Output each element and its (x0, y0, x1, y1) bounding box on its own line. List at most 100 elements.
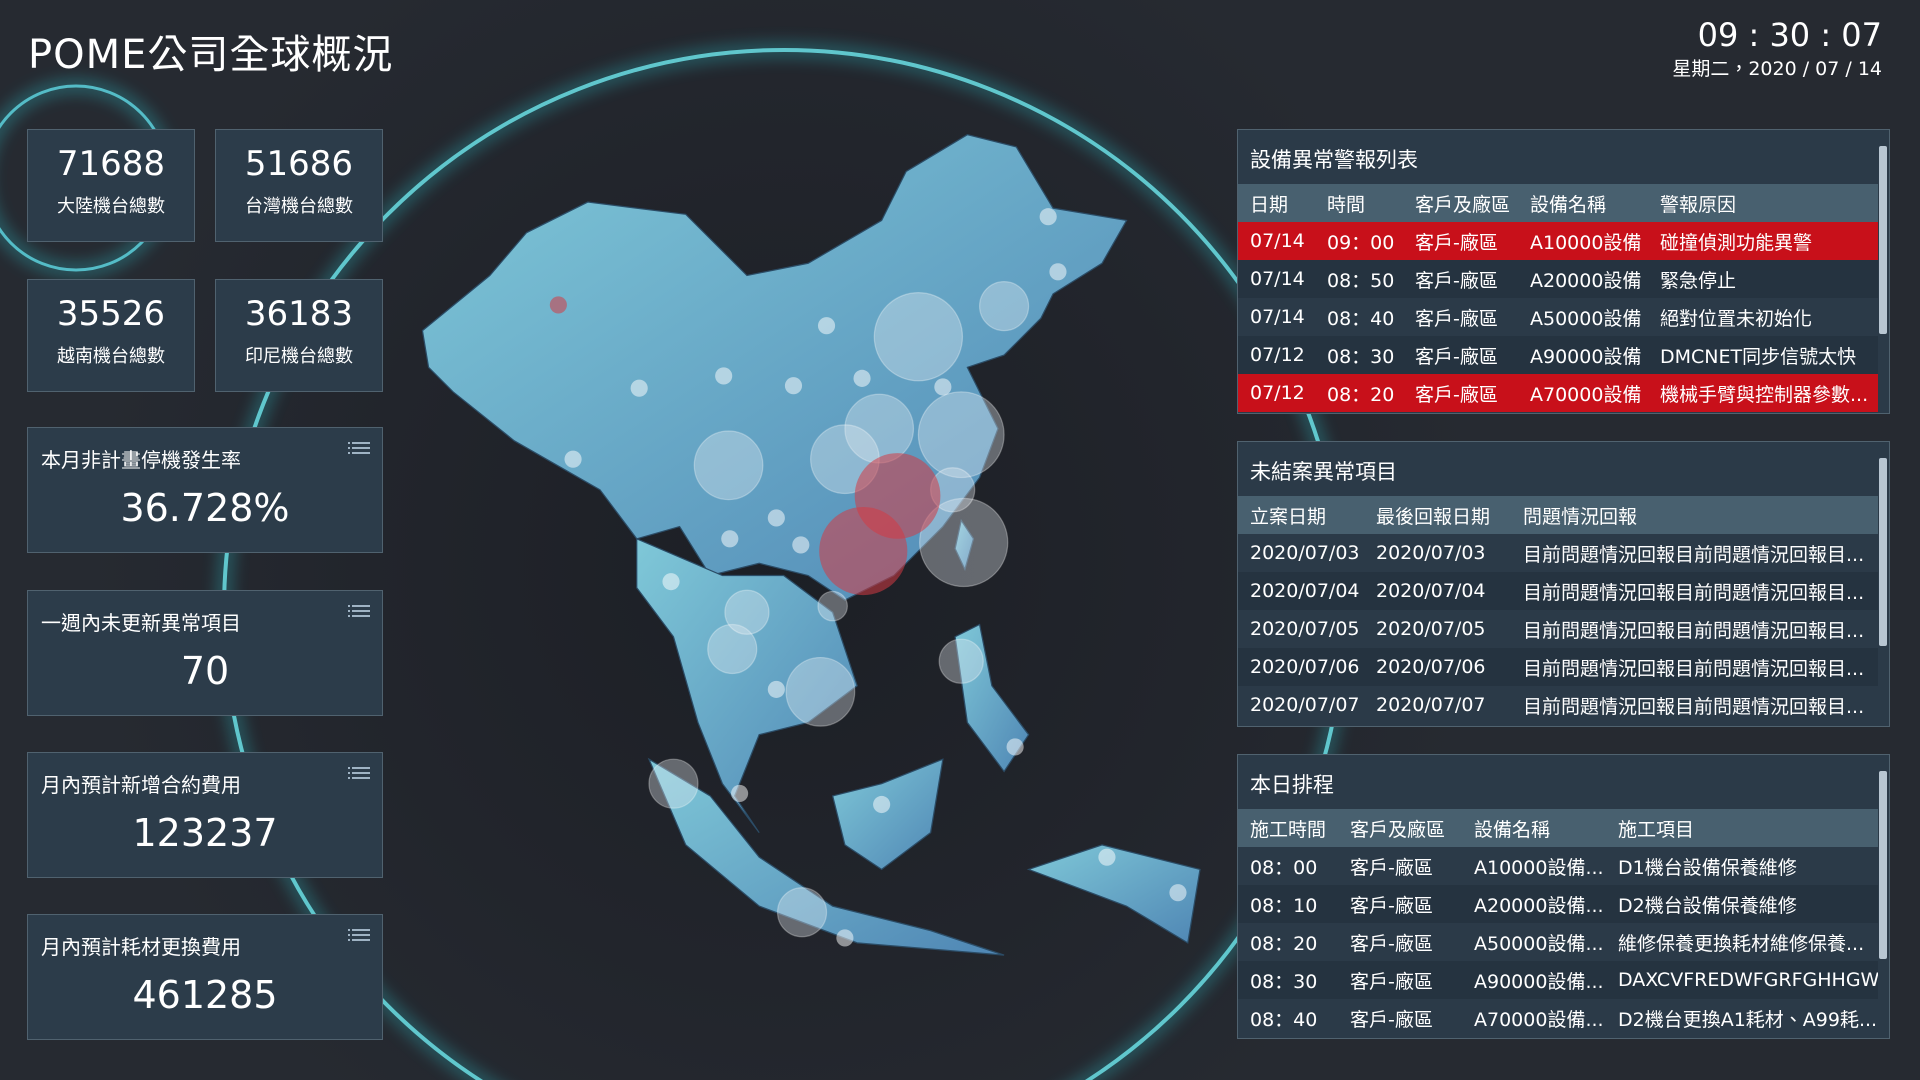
table-cell: 2020/07/06 (1238, 648, 1364, 686)
table-cell: 客戶-廠區 (1338, 961, 1462, 999)
column-header: 最後回報日期 (1364, 496, 1511, 534)
kpi-label: 月內預計新增合約費用 (41, 773, 241, 797)
table-row: 07/14 09：00 客戶-廠區 A10000設備 碰撞偵測功能異警 (1238, 222, 1878, 260)
table-cell: 碰撞偵測功能異警 (1660, 231, 1813, 254)
table-cell: 目前問題情況回報目前問題情況回報目... (1511, 572, 1878, 610)
table-cell: 目前問題情況回報目前問題情況回報目... (1523, 619, 1865, 642)
table-row: 2020/07/04 2020/07/04 目前問題情況回報目前問題情況回報目... (1238, 572, 1878, 610)
kpi-card: 月內預計耗材更換費用 461285 (27, 914, 383, 1040)
menu-line (352, 772, 370, 774)
panel-title: 設備異常警報列表 (1250, 148, 1418, 172)
table-cell: A20000設備 (1518, 260, 1648, 298)
table-cell: 客戶-廠區 (1403, 260, 1518, 298)
table-cell: 2020/07/07 (1376, 694, 1486, 716)
table-cell: 08：20 (1327, 383, 1395, 406)
menu-icon[interactable] (348, 767, 370, 781)
open-issues-panel: 未結案異常項目 立案日期 最後回報日期 問題情況回報 2020/07/03 2020/0… (1237, 441, 1890, 727)
menu-line (352, 939, 370, 941)
table-cell: 客戶-廠區 (1350, 932, 1433, 955)
menu-line (352, 934, 370, 936)
menu-line (352, 767, 370, 769)
table-cell: 2020/07/05 (1376, 618, 1486, 640)
menu-line (352, 615, 370, 617)
alarm-table: 日期 時間 客戶及廠區 設備名稱 警報原因 07/14 09：00 客戶-廠區 A10000設備… (1238, 184, 1878, 412)
menu-icon[interactable] (348, 929, 370, 943)
column-header: 施工時間 (1238, 809, 1338, 847)
table-cell: A70000設備... (1474, 1008, 1604, 1031)
table-row: 08：20 客戶-廠區 A50000設備... 維修保養更換耗材維修保養... (1238, 923, 1878, 961)
table-cell: A20000設備... (1462, 885, 1606, 923)
table-cell: A50000設備 (1530, 307, 1642, 330)
column-header: 立案日期 (1238, 496, 1364, 534)
table-row: 08：00 客戶-廠區 A10000設備... D1機台設備保養維修 (1238, 847, 1878, 885)
scrollbar[interactable] (1879, 771, 1887, 959)
table-row: 07/12 08：20 客戶-廠區 A70000設備 機械手臂與控制器參數... (1238, 374, 1878, 412)
table-row: 2020/07/03 2020/07/03 目前問題情況回報目前問題情況回報目... (1238, 534, 1878, 572)
kpi-value: 36.728% (120, 486, 290, 530)
table-cell: A50000設備... (1474, 932, 1604, 955)
menu-line (352, 610, 370, 612)
table-cell: 2020/07/03 (1376, 542, 1486, 564)
table-cell: 2020/07/07 (1250, 694, 1360, 716)
menu-line (352, 442, 370, 444)
table-cell: 08：20 (1250, 932, 1318, 955)
menu-icon[interactable] (348, 442, 370, 456)
table-cell: 07/14 (1250, 306, 1305, 328)
table-cell: A70000設備 (1530, 383, 1642, 406)
table-cell: 07/14 (1250, 230, 1305, 252)
table-cell: D2機台更換A1耗材、A99耗... (1618, 1008, 1878, 1031)
scrollbar[interactable] (1879, 146, 1887, 334)
table-cell: 2020/07/05 (1250, 618, 1360, 640)
stat-value: 51686 (244, 144, 354, 184)
table-cell: 客戶-廠區 (1403, 336, 1518, 374)
column-header: 設備名稱 (1462, 809, 1606, 847)
table-cell: 目前問題情況回報目前問題情況回報目... (1523, 543, 1865, 566)
table-cell: 維修保養更換耗材維修保養... (1618, 932, 1865, 955)
kpi-label: 本月非計畫停機發生率 (41, 448, 241, 472)
scrollbar[interactable] (1879, 458, 1887, 646)
kpi-value: 70 (180, 649, 230, 693)
menu-line (352, 777, 370, 779)
table-cell: 08：00 (1250, 856, 1318, 879)
table-cell: A10000設備... (1474, 856, 1604, 879)
table-row: 08：10 客戶-廠區 A20000設備... D2機台設備保養維修 (1238, 885, 1878, 923)
header-row: 立案日期 最後回報日期 問題情況回報 (1238, 496, 1878, 534)
schedule-table: 施工時間 客戶及廠區 設備名稱 施工項目 08：00 客戶-廠區 A10000設備... D1… (1238, 809, 1878, 1037)
table-cell: A90000設備... (1462, 961, 1606, 999)
kpi-card: 月內預計新增合約費用 123237 (27, 752, 383, 878)
table-cell: 目前問題情況回報目前問題情況回報目... (1511, 648, 1878, 686)
panel-title: 本日排程 (1250, 773, 1334, 797)
kpi-card: 本月非計畫停機發生率 36.728% (27, 427, 383, 553)
column-header: 客戶及廠區 (1403, 184, 1518, 222)
stat-card: 35526 越南機台總數 (27, 279, 195, 392)
table-cell: 2020/07/03 (1250, 542, 1360, 564)
table-cell: 2020/07/06 (1364, 648, 1511, 686)
menu-line (352, 447, 370, 449)
page-title: POME公司全球概況 (28, 32, 394, 78)
table-cell: 08：40 (1250, 1008, 1318, 1031)
table-cell: 08：30 (1315, 336, 1403, 374)
table-cell: 2020/07/04 (1238, 572, 1364, 610)
alarm-panel: 設備異常警報列表 日期 時間 客戶及廠區 設備名稱 警報原因 07/14 09：00 客戶-廠… (1237, 129, 1890, 414)
table-cell: 客戶-廠區 (1350, 856, 1433, 879)
stat-card: 71688 大陸機台總數 (27, 129, 195, 242)
menu-line (352, 929, 370, 931)
kpi-label: 月內預計耗材更換費用 (41, 935, 241, 959)
table-cell: 07/14 (1238, 260, 1315, 298)
table-cell: 08：50 (1315, 260, 1403, 298)
header-row: 日期 時間 客戶及廠區 設備名稱 警報原因 (1238, 184, 1878, 222)
table-row: 2020/07/06 2020/07/06 目前問題情況回報目前問題情況回報目... (1238, 648, 1878, 686)
table-cell: 08：30 (1238, 961, 1338, 999)
table-row: 08：30 客戶-廠區 A90000設備... DAXCVFREDWFGRFGHHGW… (1238, 961, 1878, 999)
menu-icon[interactable] (348, 605, 370, 619)
menu-line (352, 605, 370, 607)
stat-label: 台灣機台總數 (245, 196, 353, 217)
table-cell: 緊急停止 (1648, 260, 1878, 298)
table-cell: D2機台設備保養維修 (1606, 885, 1878, 923)
column-header: 問題情況回報 (1511, 496, 1878, 534)
stat-label: 大陸機台總數 (57, 196, 165, 217)
stat-value: 36183 (244, 294, 354, 334)
stat-label: 印尼機台總數 (245, 346, 353, 367)
menu-line (352, 452, 370, 454)
